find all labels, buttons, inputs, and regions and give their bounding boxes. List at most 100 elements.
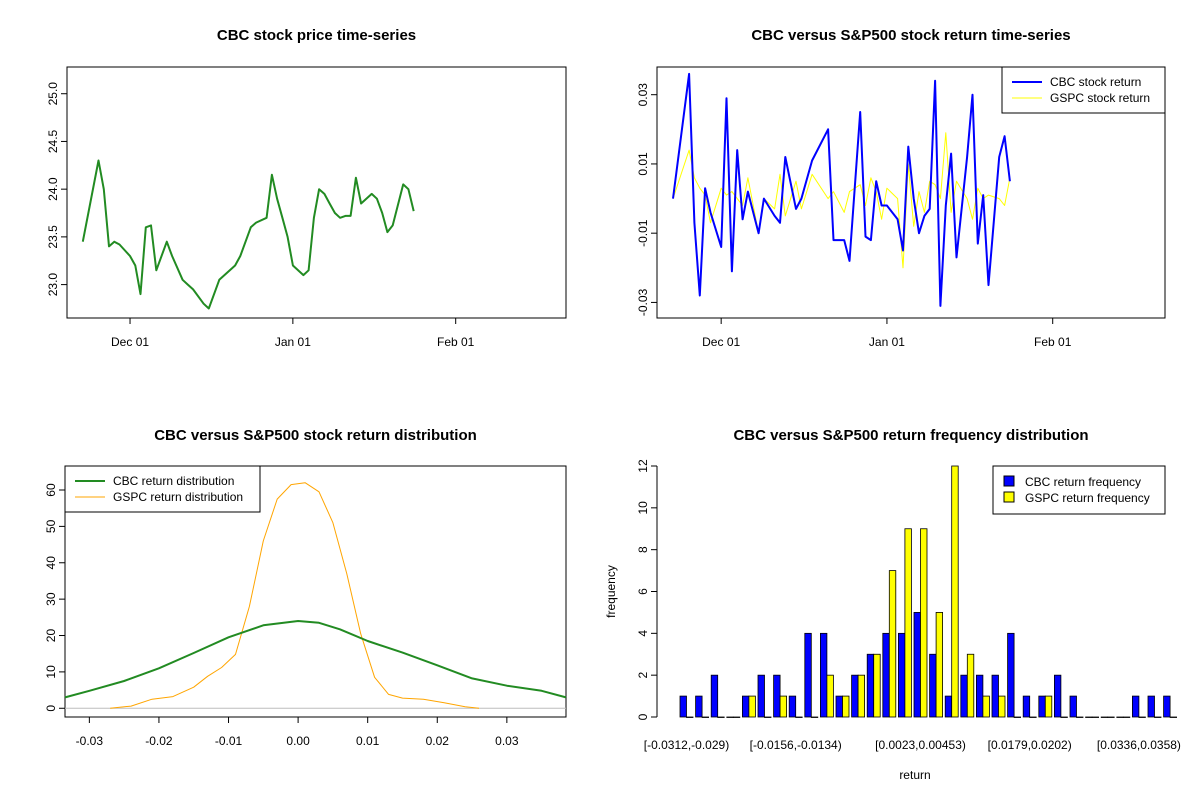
gspc-frequency-bar [935, 612, 943, 718]
legend-swatch [1003, 475, 1015, 487]
cbc-frequency-bar [757, 674, 765, 718]
legend-label: GSPC stock return [1050, 91, 1150, 105]
legend-swatch [1003, 491, 1015, 503]
legend-label: GSPC return distribution [113, 490, 243, 504]
cbc-frequency-bar [726, 716, 734, 718]
gspc-frequency-bar [904, 528, 912, 718]
cbc-frequency-bar [1022, 695, 1031, 718]
cbc-frequency-bar [1100, 716, 1109, 718]
legend-box [992, 465, 1166, 515]
gspc-frequency-bar [1138, 716, 1146, 718]
legend-label: CBC return distribution [113, 474, 234, 488]
legend-label: CBC return frequency [1025, 475, 1141, 489]
cbc-frequency-bar [866, 653, 875, 718]
y-tick-label: 12 [636, 459, 650, 473]
gspc-frequency-bar [1107, 716, 1115, 718]
gspc-frequency-bar [1169, 716, 1177, 718]
x-tick-label: Dec 01 [702, 335, 740, 349]
gspc-frequency-bar [748, 695, 756, 718]
gspc-frequency-bar [826, 674, 834, 718]
y-tick-label: 4 [636, 630, 650, 637]
gspc-frequency-bar [1091, 716, 1099, 718]
gspc-frequency-bar [888, 570, 897, 718]
frequency-chart-panel: CBC versus S&P500 return frequency distr… [604, 427, 1181, 782]
series-line [81, 159, 415, 310]
y-axis-label: frequency [604, 565, 618, 618]
cbc-frequency-bar [835, 695, 843, 718]
cbc-frequency-bar [679, 695, 687, 718]
x-tick-label: Jan 01 [275, 335, 311, 349]
x-tick-label: 0.02 [426, 734, 450, 748]
y-tick-label: 50 [44, 519, 58, 533]
cbc-frequency-bar [991, 674, 999, 718]
y-tick-label: 30 [44, 592, 58, 606]
series-line [672, 72, 1011, 307]
cbc-frequency-bar [851, 674, 859, 718]
gspc-frequency-bar [857, 674, 865, 718]
gspc-frequency-bar [795, 716, 803, 718]
chart-title: CBC versus S&P500 return frequency distr… [733, 427, 1088, 444]
chart-title: CBC stock price time-series [217, 27, 416, 44]
y-tick-label: 10 [44, 665, 58, 679]
cbc-frequency-bar [929, 653, 937, 718]
x-tick-label: [0.0179,0.0202) [988, 738, 1072, 752]
gspc-frequency-bar [1044, 695, 1053, 718]
cbc-frequency-bar [1163, 695, 1171, 718]
x-tick-label: 0.01 [356, 734, 380, 748]
cbc-frequency-bar [1132, 695, 1140, 718]
cbc-frequency-bar [773, 674, 781, 718]
y-tick-label: 25.0 [46, 82, 60, 106]
cbc-frequency-bar [1054, 674, 1062, 718]
gspc-frequency-bar [951, 465, 959, 718]
gspc-frequency-bar [982, 695, 990, 718]
x-tick-label: Jan 01 [869, 335, 905, 349]
gspc-frequency-bar [1029, 716, 1037, 718]
cbc-frequency-bar [804, 632, 812, 718]
cbc-frequency-bar [695, 695, 703, 718]
x-tick-label: [-0.0156,-0.0134) [750, 738, 842, 752]
cbc-frequency-bar [882, 632, 890, 718]
gspc-frequency-bar [1060, 716, 1068, 718]
y-tick-label: 40 [44, 556, 58, 570]
gspc-frequency-bar [873, 653, 881, 718]
cbc-frequency-bar [742, 695, 750, 718]
x-tick-label: -0.03 [76, 734, 104, 748]
gspc-frequency-bar [764, 716, 772, 718]
x-tick-label: -0.01 [215, 734, 243, 748]
gspc-frequency-bar [998, 695, 1006, 718]
gspc-frequency-bar [1154, 716, 1162, 718]
y-tick-label: -0.03 [636, 288, 650, 316]
plot-frame [66, 66, 567, 319]
chart-title: CBC versus S&P500 stock return distribut… [154, 427, 477, 444]
x-tick-label: [0.0336,0.0358) [1097, 738, 1181, 752]
cbc-frequency-bar [960, 674, 968, 718]
gspc-frequency-bar [779, 695, 787, 718]
gspc-frequency-bar [732, 716, 741, 718]
x-tick-label: Dec 01 [111, 335, 149, 349]
gspc-frequency-bar [842, 695, 850, 718]
density-chart-panel: CBC versus S&P500 stock return distribut… [44, 427, 567, 748]
gspc-frequency-bar [810, 716, 819, 718]
cbc-frequency-bar [944, 695, 953, 718]
density-curve [64, 620, 567, 699]
cbc-frequency-bar [1085, 716, 1093, 718]
cbc-frequency-bar [1069, 695, 1077, 718]
x-tick-label: [-0.0312,-0.029) [644, 738, 729, 752]
x-tick-label: [0.0023,0.00453) [875, 738, 966, 752]
cbc-frequency-bar [788, 695, 797, 718]
gspc-frequency-bar [920, 528, 928, 718]
x-tick-label: -0.02 [145, 734, 173, 748]
gspc-frequency-bar [1122, 716, 1131, 718]
gspc-frequency-bar [966, 653, 975, 718]
y-tick-label: 20 [44, 629, 58, 643]
y-tick-label: 0 [636, 713, 650, 720]
x-tick-label: 0.00 [286, 734, 310, 748]
cbc-frequency-bar [1116, 716, 1124, 718]
gspc-frequency-bar [717, 716, 725, 718]
y-tick-label: 0 [44, 705, 58, 712]
legend-box [64, 465, 261, 513]
density-curve [110, 482, 480, 709]
y-tick-label: 0.01 [636, 152, 650, 176]
y-tick-label: 8 [636, 546, 650, 553]
